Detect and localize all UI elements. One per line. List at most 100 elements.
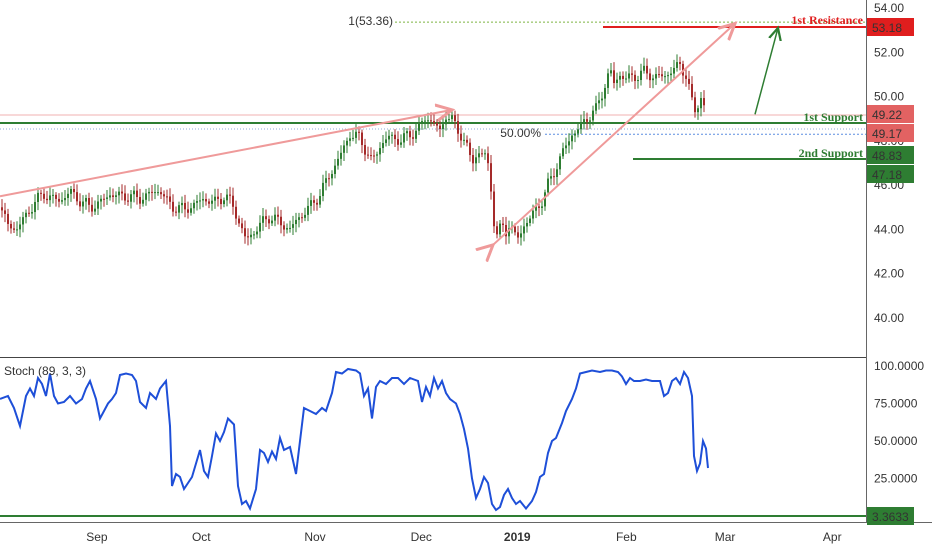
candle-body <box>442 124 444 130</box>
candle-body <box>553 176 555 178</box>
candle-body <box>583 119 585 123</box>
candle-body <box>397 139 399 145</box>
candle-body <box>421 121 423 123</box>
candle-body <box>409 131 411 138</box>
candle-body <box>79 201 81 207</box>
candle-body <box>274 214 276 221</box>
candle-body <box>160 192 162 195</box>
candle-body <box>190 208 192 213</box>
candle-body <box>199 200 201 202</box>
candle-body <box>520 233 522 238</box>
candle-body <box>694 97 696 113</box>
candle-body <box>265 216 267 220</box>
candle-body <box>631 73 633 75</box>
candle-body <box>604 87 606 99</box>
candle-body <box>664 76 666 78</box>
candle-body <box>13 228 15 230</box>
stoch-tick-label: 50.0000 <box>874 434 918 448</box>
candle-body <box>277 214 279 217</box>
candle-body <box>526 222 528 227</box>
candle-body <box>229 194 231 196</box>
time-tick-label: Oct <box>192 530 211 544</box>
candle-body <box>64 197 66 201</box>
candle-body <box>379 148 381 155</box>
candle-body <box>262 216 264 223</box>
stoch-title: Stoch (89, 3, 3) <box>4 364 86 378</box>
candle-body <box>91 204 93 212</box>
candle-body <box>82 201 84 207</box>
candle-body <box>139 197 141 204</box>
candle-body <box>544 192 546 207</box>
candle-body <box>241 223 243 229</box>
candle-body <box>400 142 402 145</box>
candle-body <box>16 229 18 231</box>
candle-body <box>256 231 258 235</box>
candle-body <box>127 200 129 202</box>
candle-body <box>628 73 630 79</box>
candle-body <box>211 200 213 204</box>
time-tick-label: Nov <box>304 530 325 544</box>
stoch-current-badge-box <box>867 507 914 525</box>
stoch-tick-label: 100.0000 <box>874 359 924 373</box>
candle-body <box>31 212 33 214</box>
candle-body <box>373 155 375 157</box>
candle-body <box>46 198 48 201</box>
candle-body <box>76 192 78 202</box>
candle-body <box>427 120 429 122</box>
candle-body <box>322 182 324 197</box>
stoch-line <box>0 367 709 512</box>
candle-body <box>130 194 132 202</box>
candle-body <box>136 190 138 198</box>
candle-body <box>448 119 450 121</box>
candle-body <box>310 200 312 206</box>
candle-body <box>52 194 54 196</box>
price-tick-label: 40.00 <box>874 311 904 325</box>
candle-body <box>214 196 216 201</box>
candle-body <box>247 236 249 238</box>
candles-layer <box>1 54 705 246</box>
candle-body <box>469 142 471 156</box>
candle-body <box>34 202 36 213</box>
candle-body <box>70 188 72 194</box>
candle-body <box>304 214 306 218</box>
candle-body <box>703 98 705 106</box>
candle-body <box>439 125 441 130</box>
candle-body <box>670 73 672 76</box>
price-badge-box <box>867 165 914 183</box>
candle-body <box>610 70 612 74</box>
candle-body <box>655 74 657 79</box>
candle-body <box>601 98 603 101</box>
candle-body <box>595 103 597 111</box>
candle-body <box>661 74 663 77</box>
candle-body <box>343 145 345 153</box>
candle-body <box>478 153 480 158</box>
candle-body <box>148 191 150 194</box>
time-tick-label: Dec <box>411 530 432 544</box>
candle-body <box>100 198 102 202</box>
candle-body <box>574 133 576 136</box>
candle-body <box>637 80 639 82</box>
candle-body <box>382 142 384 149</box>
candle-body <box>259 222 261 232</box>
candle-body <box>106 197 108 199</box>
time-tick-label: Feb <box>616 530 637 544</box>
candle-body <box>430 120 432 122</box>
candle-body <box>55 194 57 199</box>
time-axis: Sep Oct Nov Dec 2019 Feb Mar Apr <box>86 530 841 544</box>
candle-body <box>184 202 186 210</box>
candle-body <box>301 217 303 219</box>
candle-body <box>673 67 675 74</box>
candle-body <box>307 205 309 215</box>
candle-body <box>529 218 531 223</box>
candle-body <box>67 193 69 198</box>
candle-body <box>613 70 615 84</box>
candle-body <box>325 178 327 183</box>
candle-body <box>220 198 222 205</box>
candle-body <box>463 139 465 141</box>
candle-body <box>538 206 540 208</box>
candle-body <box>547 178 549 193</box>
candle-body <box>571 135 573 142</box>
candle-body <box>361 132 363 146</box>
candle-body <box>616 79 618 84</box>
